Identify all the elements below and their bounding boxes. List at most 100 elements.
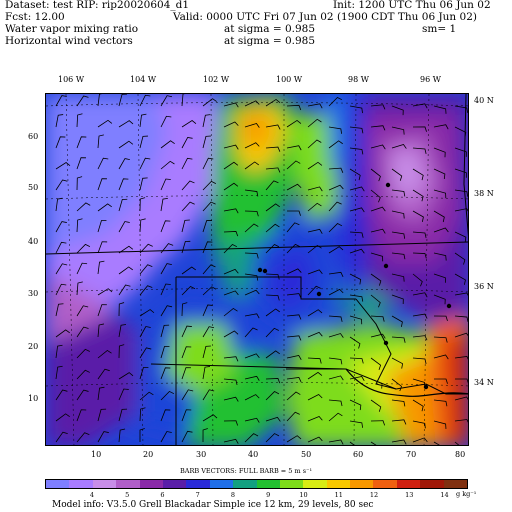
wind-barb: [181, 286, 196, 296]
wind-barb: [286, 335, 302, 341]
wind-barb: [97, 203, 112, 212]
wind-barb: [139, 391, 154, 401]
wind-barb: [286, 376, 302, 383]
river-boundary: [345, 368, 468, 397]
wind-barb: [370, 441, 377, 445]
wind-barb: [307, 244, 322, 254]
graticule: [46, 94, 468, 445]
state-borders: [46, 94, 468, 445]
wind-barb: [265, 167, 281, 173]
wind-barb: [328, 315, 343, 322]
wind-barb: [181, 157, 193, 170]
wind-barb: [391, 189, 406, 197]
colorbar-label: 4: [89, 491, 95, 499]
wind-barb: [76, 348, 90, 359]
moisture-field: [46, 94, 468, 445]
wind-barb: [97, 408, 107, 422]
wind-barb: [328, 399, 343, 407]
barbs-legend-title: BARB VECTORS: FULL BARB = 5 m s⁻¹: [180, 467, 313, 475]
wind-barb: [349, 399, 362, 411]
colorbar-segment: [233, 480, 257, 488]
wind-barb: [97, 220, 107, 233]
wind-barb: [223, 231, 239, 237]
station-dot: [383, 263, 389, 269]
wind-barb: [55, 303, 64, 317]
grid-y-label-50: 50: [28, 183, 39, 192]
wind-barb: [202, 201, 216, 212]
wind-barb: [433, 420, 447, 429]
wind-barb: [454, 231, 467, 243]
grid-y-label-20: 20: [28, 342, 39, 351]
wind-barb: [370, 144, 386, 150]
wind-barb: [202, 180, 217, 191]
wind-barb: [223, 396, 239, 402]
wind-barb: [412, 292, 428, 298]
wind-barb: [202, 428, 208, 443]
colorbar-segment: [279, 480, 304, 488]
wind-barb: [118, 388, 129, 401]
wind-barb: [97, 288, 113, 296]
wind-barb: [265, 98, 281, 107]
field2-level: at sigma = 0.985: [224, 35, 316, 47]
wind-barb: [328, 96, 343, 107]
wind-barb: [433, 227, 449, 233]
colorbar-unit: g kg⁻¹: [456, 490, 477, 498]
lon-label-98w: 98 W: [348, 75, 369, 84]
wind-barb: [328, 333, 344, 338]
wind-barb: [265, 433, 280, 443]
wind-barb: [412, 273, 423, 287]
colorbar-segment: [209, 480, 234, 488]
wind-barb: [139, 285, 153, 296]
wind-barb: [55, 431, 68, 443]
wind-barb: [118, 198, 128, 212]
colorbar-label: 12: [369, 491, 379, 499]
wind-barb: [223, 208, 239, 214]
wind-barb: [454, 315, 468, 323]
wind-barb: [223, 102, 239, 108]
wind-barb: [76, 262, 88, 275]
wind-barb: [160, 367, 171, 380]
wind-barb: [55, 263, 68, 275]
wind-barb: [265, 378, 281, 384]
wind-barb: [202, 98, 217, 107]
station-dot: [316, 291, 322, 297]
wind-barb: [391, 231, 406, 239]
valid-time-label: Valid: 0000 UTC Fri 07 Jun 02 (1900 CDT …: [173, 11, 477, 23]
wind-barb: [454, 208, 468, 212]
wind-barb: [286, 104, 302, 111]
wind-barb: [244, 394, 260, 401]
wind-barb: [412, 252, 427, 259]
wind-barb: [202, 135, 211, 149]
wind-barb: [349, 168, 361, 181]
wind-barb: [160, 283, 171, 296]
wind-barb: [391, 336, 406, 343]
wind-barb: [454, 396, 468, 401]
grid-x-label-10: 10: [91, 450, 102, 459]
wind-barb: [370, 189, 381, 203]
wind-barb: [118, 372, 134, 380]
wind-barb: [139, 218, 146, 233]
wind-barb: [328, 140, 343, 149]
lat-label-36n: 36 N: [474, 282, 494, 291]
map-canvas: [46, 94, 468, 445]
wind-barb: [97, 241, 108, 254]
wind-barb: [55, 241, 67, 254]
wind-barb: [433, 168, 446, 180]
station-dot: [257, 267, 263, 273]
wind-barb: [76, 176, 83, 191]
wind-barb: [433, 189, 447, 199]
wind-barb: [391, 399, 406, 407]
wind-barb: [454, 126, 467, 138]
colorbar-segment: [326, 480, 351, 488]
wind-barb: [55, 162, 71, 170]
wind-barb: [244, 433, 259, 443]
wind-barb: [160, 431, 172, 443]
wind-barb: [454, 189, 468, 197]
wind-barb: [391, 126, 405, 135]
wind-barb: [139, 347, 152, 359]
colorbar-segment: [69, 480, 93, 488]
wind-barb: [412, 210, 424, 222]
wind-barb: [160, 263, 172, 275]
lat-label-34n: 34 N: [474, 378, 494, 387]
wind-barb: [391, 294, 404, 305]
